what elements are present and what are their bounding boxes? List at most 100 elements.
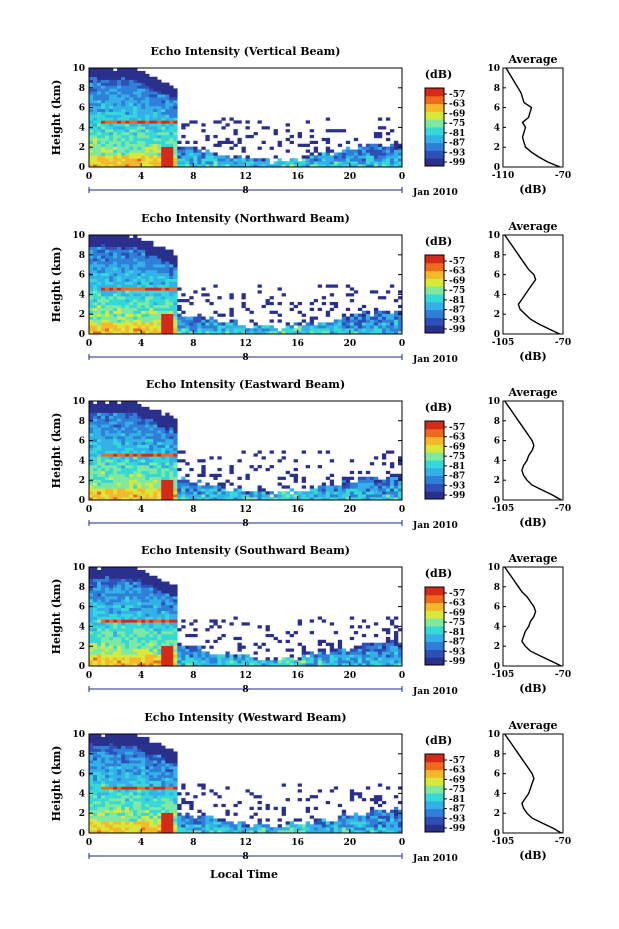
echo-heatmap: [89, 235, 403, 335]
echo-cell: [129, 149, 134, 153]
echo-cell: [149, 648, 154, 652]
echo-cell: [329, 482, 335, 486]
echo-cell: [141, 328, 146, 332]
echo-cell: [141, 299, 146, 303]
colorbar-tick-label: -81: [449, 462, 465, 472]
echo-cell: [93, 97, 98, 101]
echo-cell: [237, 476, 242, 480]
echo-cell: [117, 657, 122, 661]
echo-cell: [93, 584, 98, 588]
echo-cell: [197, 491, 202, 495]
echo-cell: [129, 657, 134, 661]
echo-cell: [93, 809, 98, 813]
echo-cell: [97, 485, 102, 489]
echo-cell: [105, 748, 110, 752]
echo-cell: [357, 149, 363, 153]
echo-cell: [105, 581, 110, 585]
echo-cell: [89, 301, 94, 306]
echo-cell: [173, 310, 178, 314]
echo-cell: [293, 322, 298, 326]
echo-cell: [205, 155, 210, 159]
echo-cell: [257, 465, 262, 469]
echo-cell: [125, 587, 130, 591]
echo-cell: [365, 158, 371, 162]
echo-cell: [113, 587, 118, 591]
echo-cell: [105, 642, 110, 646]
echo-cell: [101, 751, 106, 755]
echo-cell: [129, 628, 134, 632]
echo-cell: [233, 488, 238, 492]
echo-cell: [161, 161, 166, 165]
echo-cell: [153, 438, 158, 443]
echo-cell: [197, 651, 202, 655]
echo-cell: [125, 304, 130, 309]
echo-cell: [173, 129, 178, 133]
echo-cell: [97, 657, 102, 661]
echo-cell: [117, 590, 122, 594]
echo-cell: [153, 307, 158, 311]
echo-cell: [309, 328, 315, 332]
echo-cell: [113, 97, 118, 101]
echo-cell: [125, 284, 130, 288]
echo-cell: [121, 258, 126, 262]
echo-cell: [337, 158, 343, 162]
echo-cell: [293, 476, 298, 480]
echo-cell: [373, 497, 379, 501]
echo-cell: [293, 631, 298, 635]
echo-cell: [169, 438, 174, 443]
echo-cell: [325, 117, 331, 121]
echo-cell: [341, 479, 347, 483]
echo-cell: [117, 246, 122, 250]
echo-cell: [101, 137, 106, 142]
echo-cell: [177, 158, 182, 162]
echo-cell: [89, 488, 94, 492]
echo-cell: [109, 272, 114, 277]
echo-cell: [369, 663, 375, 667]
echo-cell: [205, 628, 210, 632]
echo-cell: [129, 264, 134, 268]
echo-cell: [165, 293, 170, 297]
colorbar-frame: [424, 420, 445, 500]
echo-cell: [97, 444, 102, 448]
avg-y-tick-label: 10: [487, 64, 500, 74]
echo-cell: [101, 645, 106, 649]
echo-cell: [349, 654, 355, 658]
echo-cell: [117, 768, 122, 773]
echo-cell: [113, 450, 118, 454]
echo-cell: [113, 470, 118, 475]
echo-cell: [141, 596, 146, 600]
echo-cell: [153, 161, 158, 165]
echo-cell: [101, 281, 106, 285]
echo-cell: [169, 304, 174, 309]
echo-cell: [89, 631, 94, 635]
echo-cell: [105, 485, 110, 489]
echo-cell: [157, 252, 162, 256]
echo-cell: [165, 450, 170, 454]
echo-cell: [161, 88, 166, 92]
echo-cell: [141, 278, 146, 282]
echo-cell: [177, 313, 182, 317]
echo-cell: [157, 628, 162, 632]
echo-cell: [113, 639, 118, 643]
echo-cell: [113, 307, 118, 311]
echo-cell: [145, 494, 150, 498]
echo-cell: [93, 313, 98, 317]
echo-cell: [105, 258, 110, 262]
colorbar-swatch: [425, 491, 444, 500]
echo-cell: [353, 657, 359, 661]
echo-cell: [137, 607, 142, 611]
echo-cell: [297, 331, 302, 335]
echo-cell: [169, 441, 174, 445]
echo-cell: [145, 610, 150, 614]
echo-cell: [165, 622, 170, 626]
echo-cell: [317, 325, 323, 329]
echo-cell: [257, 120, 262, 124]
echo-cell: [125, 137, 130, 142]
echo-cell: [101, 792, 106, 796]
echo-cell: [101, 812, 106, 816]
echo-cell: [93, 412, 98, 416]
echo-cell: [373, 331, 379, 335]
echo-cell: [105, 435, 110, 440]
echo-cell: [125, 258, 130, 262]
echo-cell: [129, 418, 134, 422]
